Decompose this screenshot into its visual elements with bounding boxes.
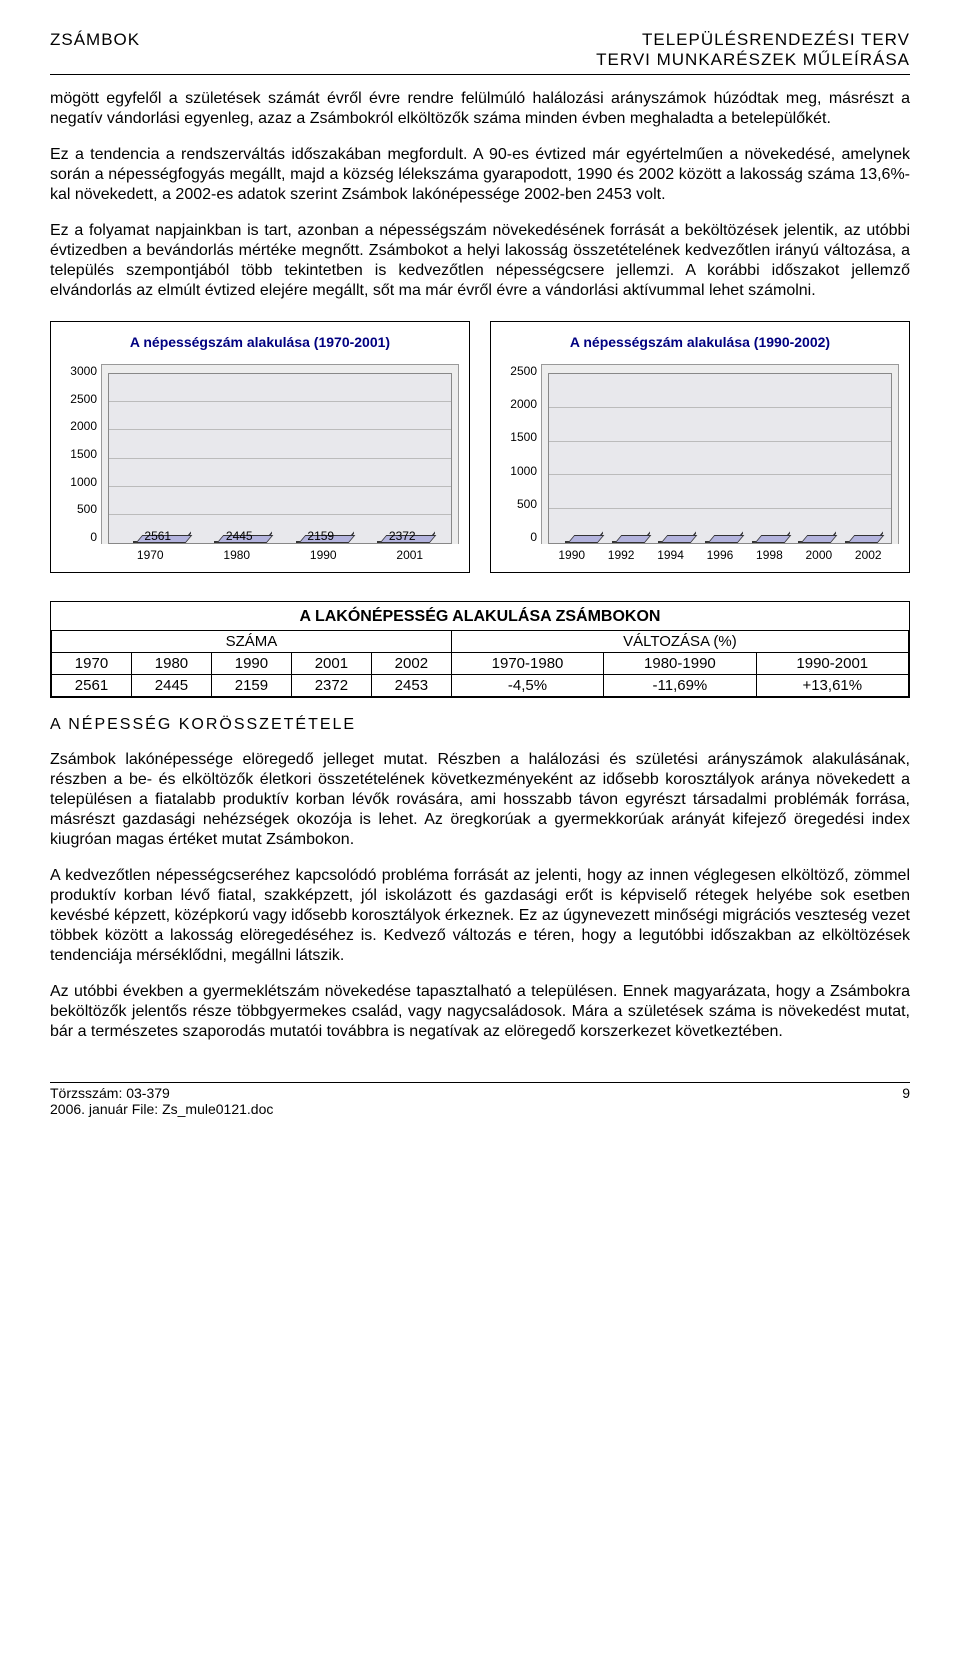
table-cell: +13,61% — [756, 675, 908, 697]
paragraph-2: Ez a tendencia a rendszerváltás időszaká… — [50, 145, 910, 205]
table-title: A LAKÓNÉPESSÉG ALAKULÁSA ZSÁMBOKON — [51, 602, 909, 630]
table-cell: 2001 — [291, 653, 371, 675]
footer-left: Törzsszám: 03-379 2006. január File: Zs_… — [50, 1085, 273, 1117]
footer-page-number: 9 — [902, 1085, 910, 1117]
bar-value-label: 2445 — [214, 529, 264, 543]
y-tick: 0 — [90, 530, 97, 544]
chart-right-inner — [548, 373, 892, 544]
y-tick: 3000 — [70, 364, 97, 378]
chart-left: A népességszám alakulása (1970-2001) 300… — [50, 321, 470, 573]
table-head-group: VÁLTOZÁSA (%) — [451, 631, 908, 653]
page-footer: Törzsszám: 03-379 2006. január File: Zs_… — [50, 1082, 910, 1117]
charts-row: A népességszám alakulása (1970-2001) 300… — [50, 321, 910, 573]
bar-value-label: 2372 — [377, 529, 427, 543]
table-cell: 2159 — [211, 675, 291, 697]
chart-right-title: A népességszám alakulása (1990-2002) — [501, 334, 899, 350]
chart-left-plot: 3000 2500 2000 1500 1000 500 0 2561 2445 2159 237… — [61, 364, 459, 544]
paragraph-3: Ez a folyamat napjainkban is tart, azonb… — [50, 221, 910, 301]
chart-right-area — [541, 364, 899, 544]
table-cell: 2002 — [371, 653, 451, 675]
x-tick: 2000 — [805, 548, 832, 562]
data-table: SZÁMA VÁLTOZÁSA (%) 19701980199020012002… — [51, 630, 909, 697]
table-cell: -4,5% — [451, 675, 603, 697]
x-tick: 1990 — [558, 548, 585, 562]
chart-left-yaxis: 3000 2500 2000 1500 1000 500 0 — [61, 364, 101, 544]
header-subtitle: TERVI MUNKARÉSZEK MŰLEÍRÁSA — [50, 50, 910, 70]
chart-left-title: A népességszám alakulása (1970-2001) — [61, 334, 459, 350]
table-row: 197019801990200120021970-19801980-199019… — [52, 653, 909, 675]
x-tick: 2002 — [855, 548, 882, 562]
chart-right-plot: 2500 2000 1500 1000 500 0 — [501, 364, 899, 544]
y-tick: 2500 — [510, 364, 537, 378]
bar-value-label: 2159 — [296, 529, 346, 543]
y-tick: 1000 — [510, 464, 537, 478]
page-header: ZSÁMBOK TELEPÜLÉSRENDEZÉSI TERV — [50, 30, 910, 50]
chart-left-area: 2561 2445 2159 2372 — [101, 364, 459, 544]
table-row: SZÁMA VÁLTOZÁSA (%) — [52, 631, 909, 653]
x-tick: 2001 — [396, 548, 423, 562]
chart-left-inner: 2561 2445 2159 2372 — [108, 373, 452, 544]
paragraph-1: mögött egyfelől a születések számát évrő… — [50, 89, 910, 129]
y-tick: 0 — [530, 530, 537, 544]
paragraph-5: A kedvezőtlen népességcseréhez kapcsolód… — [50, 866, 910, 966]
y-tick: 2000 — [510, 397, 537, 411]
bar-value-label: 2561 — [133, 529, 183, 543]
y-tick: 2500 — [70, 392, 97, 406]
chart-right-yaxis: 2500 2000 1500 1000 500 0 — [501, 364, 541, 544]
table-cell: 2561 — [52, 675, 132, 697]
chart-left-xaxis: 1970 1980 1990 2001 — [61, 548, 459, 562]
x-tick: 1992 — [608, 548, 635, 562]
paragraph-4: Zsámbok lakónépessége elöregedő jelleget… — [50, 750, 910, 850]
footer-line2: 2006. január File: Zs_mule0121.doc — [50, 1101, 273, 1117]
section-subtitle: A NÉPESSÉG KORÖSSZETÉTELE — [50, 716, 910, 734]
table-row: 25612445215923722453-4,5%-11,69%+13,61% — [52, 675, 909, 697]
header-rule — [50, 74, 910, 75]
table-cell: 1990-2001 — [756, 653, 908, 675]
x-tick: 1970 — [137, 548, 164, 562]
header-right: TELEPÜLÉSRENDEZÉSI TERV — [642, 30, 910, 50]
x-tick: 1980 — [223, 548, 250, 562]
y-tick: 1500 — [70, 447, 97, 461]
chart-left-bars: 2561 2445 2159 2372 — [109, 374, 451, 543]
table-cell: 1970-1980 — [451, 653, 603, 675]
paragraph-6: Az utóbbi években a gyermeklétszám növek… — [50, 982, 910, 1042]
table-head-group: SZÁMA — [52, 631, 452, 653]
chart-right-bars — [549, 374, 891, 543]
x-tick: 1994 — [657, 548, 684, 562]
chart-right: A népességszám alakulása (1990-2002) 250… — [490, 321, 910, 573]
x-tick: 1990 — [310, 548, 337, 562]
y-tick: 500 — [77, 502, 97, 516]
table-cell: 1980 — [131, 653, 211, 675]
table-cell: 2445 — [131, 675, 211, 697]
y-tick: 500 — [517, 497, 537, 511]
x-tick: 1996 — [707, 548, 734, 562]
footer-line1: Törzsszám: 03-379 — [50, 1085, 273, 1101]
population-table: A LAKÓNÉPESSÉG ALAKULÁSA ZSÁMBOKON SZÁMA… — [50, 601, 910, 698]
table-cell: 2453 — [371, 675, 451, 697]
table-cell: 2372 — [291, 675, 371, 697]
table-cell: 1980-1990 — [604, 653, 756, 675]
header-left: ZSÁMBOK — [50, 30, 140, 50]
table-cell: -11,69% — [604, 675, 756, 697]
x-tick: 1998 — [756, 548, 783, 562]
y-tick: 1000 — [70, 475, 97, 489]
y-tick: 2000 — [70, 419, 97, 433]
chart-right-xaxis: 1990 1992 1994 1996 1998 2000 2002 — [501, 548, 899, 562]
table-cell: 1970 — [52, 653, 132, 675]
table-cell: 1990 — [211, 653, 291, 675]
y-tick: 1500 — [510, 430, 537, 444]
